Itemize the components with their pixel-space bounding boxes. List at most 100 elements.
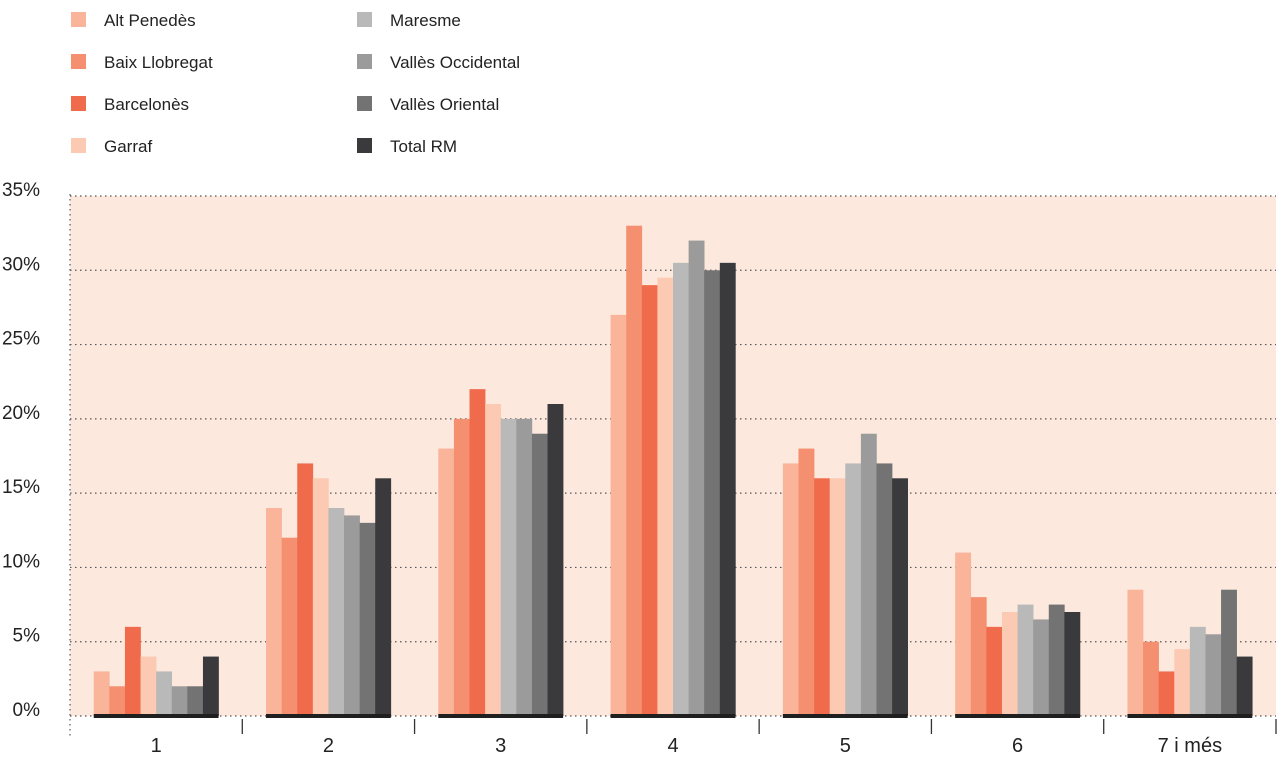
x-tick-label: 7 i més bbox=[1158, 735, 1222, 757]
y-axis: 0% 5% 10% 15% 20% 25% 30% 35% bbox=[2, 180, 71, 738]
bars bbox=[93, 225, 1253, 717]
bar bbox=[986, 626, 1003, 716]
bar bbox=[109, 686, 126, 716]
bar bbox=[1205, 634, 1222, 716]
bar bbox=[469, 389, 486, 716]
bar bbox=[375, 478, 392, 716]
legend-label: Baix Llobregat bbox=[104, 53, 213, 72]
y-tick-label: 35% bbox=[2, 180, 40, 201]
bar bbox=[1143, 641, 1159, 716]
legend-swatch bbox=[357, 54, 372, 69]
bar bbox=[845, 463, 862, 716]
bar bbox=[955, 552, 972, 716]
category-baselines bbox=[93, 714, 1253, 718]
bar bbox=[1189, 626, 1206, 716]
bar bbox=[281, 537, 298, 716]
legend-label: Maresme bbox=[390, 11, 461, 30]
bar bbox=[704, 270, 721, 716]
bar bbox=[1033, 619, 1050, 716]
bar bbox=[610, 314, 627, 716]
bar bbox=[485, 404, 502, 716]
bar bbox=[782, 463, 799, 716]
bar bbox=[673, 262, 689, 716]
legend-swatch bbox=[357, 138, 372, 153]
x-axis: 1 2 3 4 5 6 7 i més bbox=[151, 719, 1277, 757]
x-tick-label: 4 bbox=[667, 735, 678, 757]
bar bbox=[688, 240, 705, 717]
bar bbox=[1064, 612, 1081, 716]
bar bbox=[970, 597, 987, 716]
y-tick-label: 20% bbox=[2, 403, 40, 424]
bar bbox=[547, 404, 564, 716]
x-tick-label: 5 bbox=[840, 735, 851, 757]
bar bbox=[297, 463, 314, 716]
bar bbox=[438, 448, 455, 716]
bar bbox=[93, 671, 110, 716]
bar bbox=[359, 522, 376, 716]
legend-swatch bbox=[357, 96, 372, 111]
y-tick-label: 5% bbox=[13, 626, 41, 647]
y-tick-label: 30% bbox=[2, 254, 40, 275]
bar bbox=[1174, 649, 1191, 716]
bar bbox=[500, 418, 517, 716]
bar bbox=[876, 463, 893, 716]
bar bbox=[453, 418, 470, 716]
bar bbox=[156, 671, 173, 716]
bar bbox=[344, 515, 360, 716]
bar bbox=[312, 478, 329, 716]
category-baseline bbox=[782, 714, 908, 718]
bar bbox=[1127, 589, 1144, 716]
bar bbox=[171, 686, 188, 716]
legend-label: Barcelonès bbox=[104, 95, 189, 114]
bar bbox=[641, 285, 658, 716]
legend-label: Total RM bbox=[390, 137, 457, 156]
bar bbox=[814, 478, 830, 716]
bar bbox=[719, 262, 736, 716]
bar bbox=[892, 478, 908, 716]
x-tick-label: 2 bbox=[323, 735, 334, 757]
legend-swatch bbox=[357, 12, 372, 27]
category-baseline bbox=[610, 714, 736, 718]
y-tick-label: 25% bbox=[2, 329, 40, 350]
legend-label: Alt Penedès bbox=[104, 11, 196, 30]
category-baseline bbox=[955, 714, 1080, 718]
bar bbox=[124, 626, 141, 716]
legend-label: Vallès Oriental bbox=[390, 95, 499, 114]
legend-swatch bbox=[71, 96, 86, 111]
legend: Alt Penedès Baix Llobregat Barcelonès Garra… bbox=[71, 11, 520, 156]
bar bbox=[1221, 589, 1237, 716]
category-baseline bbox=[1127, 714, 1253, 718]
bar bbox=[798, 448, 815, 716]
y-tick-label: 10% bbox=[2, 551, 40, 572]
y-tick-label: 0% bbox=[13, 700, 41, 721]
bar bbox=[626, 225, 643, 716]
bar bbox=[1017, 604, 1034, 716]
x-tick-label: 6 bbox=[1012, 735, 1023, 757]
category-baseline bbox=[93, 714, 219, 718]
x-tick-label: 1 bbox=[151, 735, 162, 757]
category-baseline bbox=[266, 714, 391, 718]
bar bbox=[516, 418, 533, 716]
legend-label: Vallès Occidental bbox=[390, 53, 520, 72]
legend-swatch bbox=[71, 138, 86, 153]
x-tick-label: 3 bbox=[495, 735, 506, 757]
legend-label: Garraf bbox=[104, 137, 152, 156]
bar bbox=[202, 656, 219, 716]
bar bbox=[266, 508, 282, 716]
bar bbox=[531, 433, 548, 716]
legend-swatch bbox=[71, 12, 86, 27]
bar bbox=[1048, 604, 1065, 716]
bar bbox=[829, 478, 846, 716]
bar bbox=[1001, 612, 1018, 716]
bar bbox=[1236, 656, 1253, 716]
bar bbox=[140, 656, 157, 716]
bar bbox=[187, 686, 204, 716]
bar bbox=[1158, 671, 1175, 716]
y-tick-label: 15% bbox=[2, 477, 40, 498]
bar bbox=[657, 277, 674, 716]
legend-swatch bbox=[71, 54, 86, 69]
bar bbox=[860, 433, 877, 716]
category-baseline bbox=[438, 714, 564, 718]
bar bbox=[328, 508, 345, 716]
